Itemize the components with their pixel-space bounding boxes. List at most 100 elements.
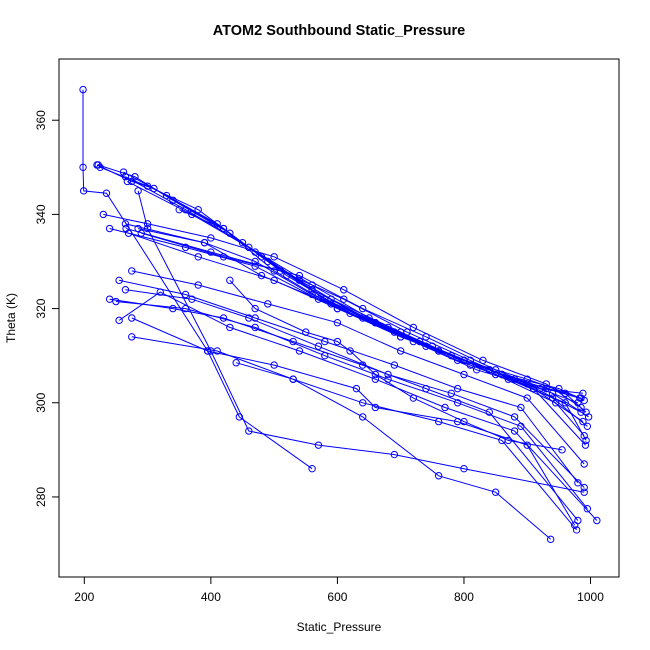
data-point [472, 366, 481, 374]
x-tick-label: 1000 [577, 590, 604, 604]
data-point [213, 220, 221, 228]
data-point [583, 505, 592, 513]
series-X [137, 229, 593, 421]
data-point [333, 337, 342, 346]
data-point [580, 460, 588, 468]
data-point [384, 370, 392, 379]
data-point [409, 394, 418, 402]
data-point [583, 422, 592, 431]
series-H [105, 224, 590, 445]
data-point [143, 220, 152, 228]
data-point [226, 323, 234, 332]
series-line [131, 270, 585, 465]
y-tick-label: 360 [34, 110, 48, 130]
data-point [359, 304, 367, 313]
data-point [434, 417, 443, 426]
data-point [523, 394, 531, 402]
data-point [529, 384, 538, 393]
series-line [109, 298, 579, 521]
data-point [181, 243, 190, 252]
data-point [251, 304, 259, 313]
data-point [94, 161, 102, 169]
series-line [141, 232, 589, 418]
data-point [333, 304, 342, 313]
data-point [546, 535, 555, 544]
series-line [125, 228, 584, 423]
series-line [131, 336, 577, 531]
data-point [121, 286, 130, 294]
data-point [371, 403, 380, 412]
data-point [577, 408, 585, 416]
data-point [156, 288, 164, 296]
data-point [181, 290, 190, 299]
data-point [226, 276, 234, 285]
data-point [143, 224, 152, 233]
data-point [390, 450, 399, 459]
data-point [169, 196, 177, 204]
data-point [264, 300, 272, 308]
y-tick-label: 320 [34, 298, 48, 318]
series-line [128, 232, 580, 399]
data-point [79, 85, 87, 94]
x-tick-label: 600 [327, 590, 347, 604]
series-N [115, 276, 582, 487]
y-axis-label: Theta (K) [4, 293, 18, 343]
data-point [491, 488, 500, 496]
data-point [579, 417, 587, 426]
data-point [577, 403, 585, 412]
data-point [128, 333, 136, 341]
x-axis: 200 400 600 800 1000 [74, 576, 604, 604]
data-point [447, 389, 456, 398]
data-point [219, 253, 228, 261]
data-point [352, 384, 361, 393]
data-point [593, 516, 601, 525]
data-point [371, 370, 380, 379]
data-point [194, 281, 202, 289]
series-line [109, 228, 587, 441]
data-point [112, 297, 120, 306]
data-point [124, 229, 133, 237]
data-point [105, 224, 114, 233]
data-point [123, 177, 132, 186]
data-point [517, 422, 525, 431]
series-S [128, 314, 579, 529]
data-point [580, 432, 588, 440]
series-line [229, 279, 563, 451]
data-point [441, 403, 449, 412]
series-R [115, 288, 601, 525]
data-point [99, 210, 107, 219]
data-point [510, 413, 519, 421]
series-line [103, 213, 582, 408]
series-line [127, 180, 585, 437]
data-point [340, 286, 348, 294]
series-line [236, 362, 552, 540]
data-point [390, 361, 399, 369]
data-point [576, 394, 584, 402]
data-point [79, 187, 88, 195]
series-line [137, 190, 585, 493]
series-P [105, 295, 582, 525]
data-point [346, 347, 354, 355]
data-point [251, 323, 259, 332]
y-tick-label: 280 [34, 487, 48, 507]
data-point [396, 328, 405, 336]
series-Q [112, 297, 592, 513]
data-point [128, 314, 136, 322]
data-point [207, 234, 215, 242]
data-point [200, 238, 209, 247]
data-point [485, 408, 493, 416]
data-point [270, 253, 278, 261]
data-point [188, 295, 196, 303]
data-point [466, 361, 474, 369]
series-I [121, 220, 585, 416]
data-point [584, 413, 593, 421]
data-point [119, 168, 128, 176]
data-point [552, 399, 560, 407]
data-point [308, 464, 316, 473]
data-point [580, 396, 588, 405]
data-point [542, 380, 550, 388]
data-point [238, 238, 247, 247]
data-point [270, 276, 278, 285]
data-point [434, 472, 443, 480]
x-tick-label: 400 [201, 590, 221, 604]
